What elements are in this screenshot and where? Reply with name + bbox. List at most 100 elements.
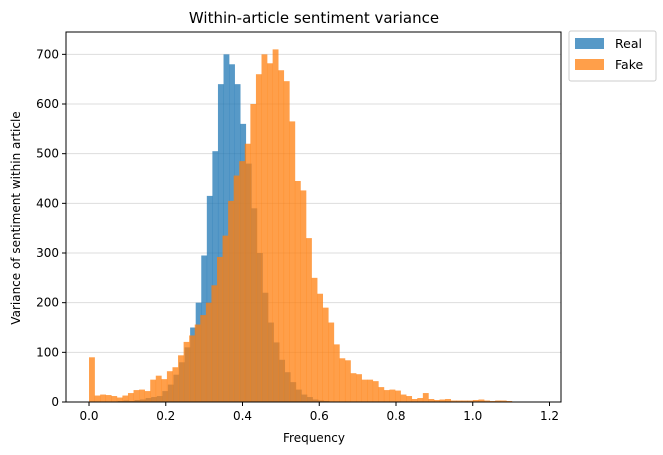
x-tick-label: 0.0: [79, 409, 98, 423]
y-tick-label: 200: [36, 296, 59, 310]
plot-frame: [65, 31, 562, 403]
bar-fake: [133, 390, 140, 402]
bar-fake: [372, 381, 379, 402]
bar-fake: [289, 121, 296, 403]
bar-fake: [495, 400, 502, 402]
legend-swatch-fake: [575, 59, 604, 70]
bar-real: [212, 151, 219, 402]
bar-fake: [411, 399, 418, 402]
bar-fake: [116, 397, 123, 402]
bar-fake: [484, 400, 490, 402]
bar-fake: [122, 395, 129, 402]
bar-fake: [322, 307, 329, 402]
bar-fake: [317, 293, 324, 402]
bar-fake: [500, 400, 507, 402]
bar-real: [206, 195, 213, 402]
bar-fake: [478, 399, 485, 402]
chart-title: Within-article sentiment variance: [189, 9, 439, 27]
bar-fake: [456, 400, 463, 402]
bar-real: [217, 84, 224, 403]
bar-fake: [383, 390, 390, 402]
bar-fake: [139, 389, 145, 402]
bar-fake: [205, 302, 212, 402]
bar-fake: [450, 400, 457, 402]
bar-fake: [161, 379, 168, 402]
legend-swatch-real: [575, 38, 604, 49]
bar-fake: [216, 256, 223, 402]
bar-fake: [105, 395, 112, 402]
bar-fake: [94, 395, 101, 402]
x-tick-label: 0.4: [233, 409, 252, 423]
bar-fake: [439, 399, 446, 402]
bar-fake: [267, 63, 273, 403]
bar-fake: [178, 355, 184, 402]
x-tick-label: 0.6: [310, 409, 329, 423]
bar-fake: [261, 54, 268, 402]
legend: Real Fake: [568, 30, 657, 82]
bar-fake: [100, 394, 107, 402]
x-axis-label: Frequency: [283, 431, 345, 445]
y-axis-label: Variance of sentiment within article: [9, 111, 23, 324]
bar-fake: [417, 398, 424, 402]
bar-fake: [333, 344, 340, 402]
bar-fake: [300, 190, 307, 402]
bar-fake: [344, 360, 351, 402]
bar-fake: [367, 379, 374, 402]
bar-fake: [428, 399, 435, 402]
bar-fake: [127, 393, 134, 402]
bar-fake: [461, 400, 468, 402]
bar-fake: [328, 322, 335, 402]
series-fake: [89, 49, 552, 403]
bar-fake: [400, 394, 407, 402]
bar-fake: [378, 387, 385, 402]
bar-fake: [445, 399, 451, 402]
bar-fake: [183, 341, 190, 402]
x-tick-label: 1.2: [540, 409, 559, 423]
gridlines: [66, 53, 561, 353]
bar-fake: [155, 375, 162, 402]
y-tick-label: 300: [36, 246, 59, 260]
y-tick-label: 0: [51, 395, 59, 409]
bar-fake: [111, 396, 118, 402]
bar-fake: [339, 358, 346, 402]
bar-fake: [406, 396, 413, 402]
bar-fake: [306, 238, 312, 402]
bar-fake: [361, 379, 368, 402]
y-tick-label: 700: [36, 47, 59, 61]
bar-fake: [467, 400, 474, 402]
legend-label-real: Real: [615, 36, 642, 51]
bar-fake: [472, 400, 479, 402]
bar-fake: [356, 374, 362, 402]
y-tick-label: 500: [36, 147, 59, 161]
x-tick-label: 0.2: [156, 409, 175, 423]
bar-fake: [189, 335, 196, 402]
legend-label-fake: Fake: [615, 57, 643, 72]
bar-fake: [89, 357, 95, 402]
bar-fake: [172, 367, 179, 402]
bar-fake: [278, 70, 285, 402]
histogram-bars: [89, 49, 552, 403]
axis-ticks: 0.0 0.2 0.4 0.6 0.8 1.0 1.2 0 100 200 300 400 500 600…: [36, 47, 559, 423]
bar-fake: [222, 235, 229, 402]
bar-fake: [144, 391, 151, 402]
bar-fake: [272, 49, 279, 403]
y-tick-label: 100: [36, 345, 59, 359]
bar-fake: [389, 389, 396, 402]
bar-fake: [194, 324, 201, 402]
bar-fake: [350, 373, 357, 402]
bar-fake: [166, 371, 173, 402]
bar-fake: [150, 379, 157, 402]
bar-fake: [228, 200, 234, 402]
bar-fake: [395, 390, 401, 402]
bar-fake: [311, 277, 318, 402]
x-tick-label: 0.8: [386, 409, 405, 423]
bar-fake: [233, 175, 240, 402]
bar-fake: [422, 393, 429, 402]
bar-fake: [255, 74, 262, 402]
y-tick-label: 600: [36, 97, 59, 111]
bar-fake: [200, 315, 207, 402]
bar-fake: [239, 161, 246, 402]
bar-fake: [283, 81, 290, 402]
bar-fake: [250, 104, 257, 402]
